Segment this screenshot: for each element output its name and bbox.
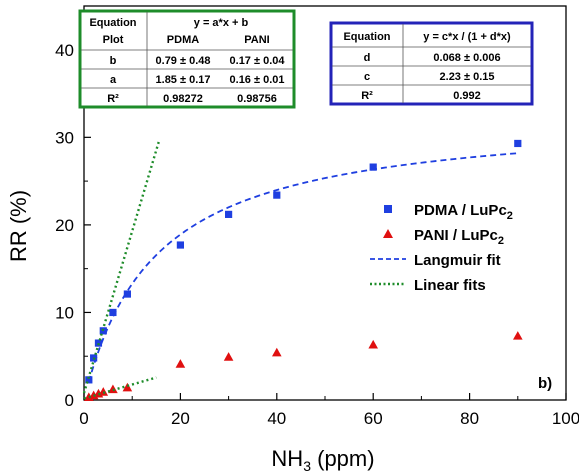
pani-data-point — [223, 352, 234, 361]
table-langmuir-row-label: c — [364, 71, 370, 83]
x-tick-label: 60 — [364, 409, 383, 428]
table-linear-row-label: R² — [107, 93, 119, 105]
pani-data-point — [368, 339, 378, 349]
pdma-data-point — [123, 290, 131, 298]
linear-fit-line — [82, 141, 160, 394]
x-tick-label: 80 — [460, 409, 479, 428]
legend-label-sub: 2 — [498, 235, 504, 247]
panel-label: b) — [538, 375, 552, 392]
axes: 0 20 40 60 80 100 0 10 20 30 40 — [55, 5, 579, 428]
x-axis-title-main: NH — [271, 446, 303, 471]
legend-label: PANI / LuPc2 — [414, 227, 504, 247]
x-tick-label: 0 — [79, 409, 88, 428]
x-tick-label: 100 — [552, 409, 579, 428]
legend-label: Langmuir fit — [414, 252, 501, 269]
pani-data-point — [98, 387, 109, 396]
pdma-data-point — [94, 339, 103, 347]
table-langmuir-header-label: Equation — [343, 31, 390, 43]
table-linear-row-label: a — [110, 74, 117, 86]
legend-marker-square — [384, 205, 392, 213]
table-langmuir-row-label: d — [364, 52, 371, 64]
pdma-data-point — [273, 191, 281, 199]
legend-label-main: PDMA / LuPc — [414, 202, 507, 219]
pdma-data-point — [225, 210, 233, 218]
table-langmuir-equation: y = c*x / (1 + d*x) — [423, 31, 511, 43]
x-axis-title-rest: (ppm) — [311, 446, 375, 471]
pdma-data-point — [176, 241, 184, 249]
table-langmuir-row-label: R² — [361, 90, 373, 102]
table-linear-header-equation-label: Equation — [89, 17, 136, 29]
pani-data-point — [272, 347, 282, 357]
x-tick-label: 20 — [171, 409, 190, 428]
x-tick-label: 40 — [267, 409, 286, 428]
legend-label: Linear fits — [414, 277, 486, 294]
table-linear-cell: 0.17 ± 0.04 — [230, 55, 286, 67]
x-axis-title-sub: 3 — [303, 458, 311, 474]
table-linear-border — [78, 9, 296, 109]
pani-data-point — [122, 382, 133, 392]
table-linear-equation: y = a*x + b — [194, 17, 249, 29]
legend-label: PDMA / LuPc2 — [414, 202, 513, 222]
y-tick-label: 0 — [65, 391, 74, 410]
legend-marker-triangle — [383, 229, 393, 238]
table-langmuir: Equation y = c*x / (1 + d*x) d 0.068 ± 0… — [329, 21, 534, 106]
table-linear-col2: PANI — [244, 34, 269, 46]
pani-data-point — [175, 359, 186, 368]
table-linear-cell: 0.16 ± 0.01 — [230, 74, 285, 86]
table-langmuir-border — [329, 21, 534, 106]
legend-label-main: Langmuir fit — [414, 252, 501, 269]
series-layer — [84, 139, 523, 401]
pani-data-point — [108, 384, 118, 394]
table-langmuir-cell: 0.068 ± 0.006 — [433, 52, 500, 64]
table-linear: Equation Plot y = a*x + b PDMA PANI b 0.… — [78, 9, 296, 109]
y-tick-label: 40 — [55, 41, 74, 60]
pdma-data-point — [369, 163, 377, 171]
table-linear-header-plot-label: Plot — [103, 34, 124, 46]
legend-label-main: PANI / LuPc — [414, 227, 498, 244]
langmuir-fit-line — [87, 152, 518, 382]
linear-fit-line — [83, 376, 157, 400]
y-tick-label: 10 — [55, 303, 74, 322]
table-linear-cell: 0.98756 — [237, 93, 277, 105]
pdma-data-point — [109, 308, 117, 317]
y-tick-label: 30 — [55, 128, 74, 147]
table-linear-cell: 1.85 ± 0.17 — [156, 74, 211, 86]
table-linear-cell: 0.98272 — [163, 93, 203, 105]
table-linear-col1: PDMA — [167, 34, 199, 46]
table-langmuir-cell: 0.992 — [453, 90, 481, 102]
pdma-data-point — [514, 139, 522, 148]
table-langmuir-cell: 2.23 ± 0.15 — [440, 71, 495, 83]
legend-label-sub: 2 — [507, 210, 513, 222]
table-linear-row-label: b — [110, 55, 117, 67]
y-tick-label: 20 — [55, 216, 74, 235]
y-axis-title: RR (%) — [6, 190, 31, 262]
pani-data-point — [513, 331, 523, 340]
table-linear-cell: 0.79 ± 0.48 — [156, 55, 211, 67]
fit-layer — [82, 141, 518, 400]
legend-label-main: Linear fits — [414, 277, 486, 294]
x-axis-title: NH3 (ppm) — [271, 446, 374, 474]
